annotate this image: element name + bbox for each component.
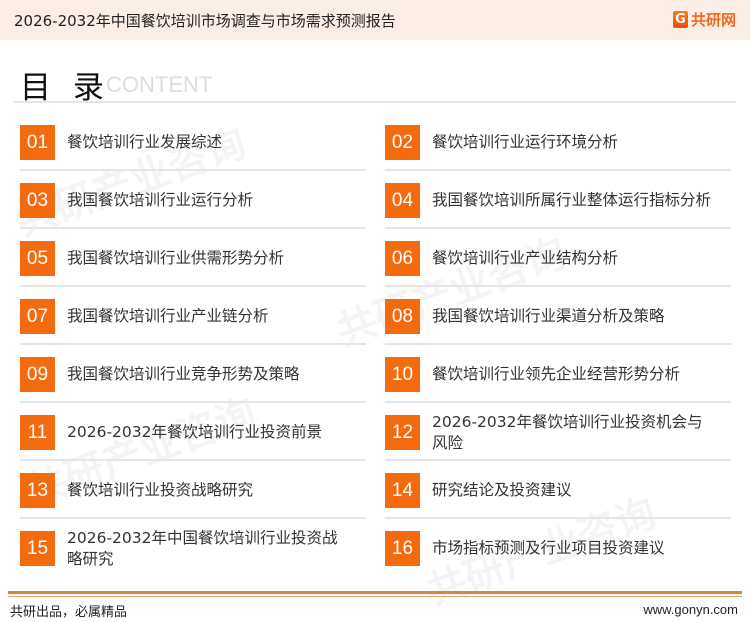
toc-number: 07 [20,299,55,334]
toc-item[interactable]: 08 我国餐饮培训行业渠道分析及策略 [385,293,735,351]
toc-number: 02 [385,125,420,160]
toc-label: 我国餐饮培训行业渠道分析及策略 [432,307,665,325]
toc-number: 11 [20,415,55,450]
toc-label: 2026-2032年中国餐饮培训行业投资战略研究 [67,528,338,568]
toc-item[interactable]: 09 我国餐饮培训行业竞争形势及策略 [20,351,370,409]
divider [20,285,366,287]
toc-item[interactable]: 06 餐饮培训行业产业结构分析 [385,235,735,293]
toc-number: 08 [385,299,420,334]
toc-item[interactable]: 10 餐饮培训行业领先企业经营形势分析 [385,351,735,409]
toc-item[interactable]: 16 市场指标预测及行业项目投资建议 [385,525,735,583]
toc-number: 12 [385,415,420,450]
toc-item[interactable]: 05 我国餐饮培训行业供需形势分析 [20,235,370,293]
toc-number: 09 [20,357,55,392]
divider [385,169,731,171]
toc-label: 2026-2032年餐饮培训行业投资前景 [67,423,322,441]
toc-item[interactable]: 14 研究结论及投资建议 [385,467,735,525]
toc-item[interactable]: 02 餐饮培训行业运行环境分析 [385,119,735,177]
divider [385,285,731,287]
divider [14,101,736,103]
toc-number: 16 [385,531,420,566]
divider [20,227,366,229]
toc-number: 05 [20,241,55,276]
toc-label: 餐饮培训行业产业结构分析 [432,249,619,267]
toc-label: 2026-2032年餐饮培训行业投资机会与风险 [432,412,703,452]
logo-icon: G [672,11,688,28]
toc-label: 我国餐饮培训行业供需形势分析 [67,249,285,267]
footer-divider [8,591,742,594]
divider [20,343,366,345]
toc-number: 03 [20,183,55,218]
toc-label: 市场指标预测及行业项目投资建议 [432,539,665,557]
logo-text: 共研网 [690,11,736,29]
toc-item[interactable]: 11 2026-2032年餐饮培训行业投资前景 [20,409,370,467]
toc-item[interactable]: 12 2026-2032年餐饮培训行业投资机会与风险 [385,409,735,467]
toc-label: 我国餐饮培训行业运行分析 [67,191,254,209]
toc-number: 04 [385,183,420,218]
toc-number: 10 [385,357,420,392]
toc-label: 餐饮培训行业投资战略研究 [67,481,254,499]
toc-number: 14 [385,473,420,508]
toc-label: 餐饮培训行业运行环境分析 [432,133,619,151]
toc-item[interactable]: 03 我国餐饮培训行业运行分析 [20,177,370,235]
toc-label: 餐饮培训行业领先企业经营形势分析 [432,365,681,383]
toc-label: 研究结论及投资建议 [432,481,572,499]
brand-logo: G 共研网 [672,9,736,30]
divider [20,459,366,461]
footer-url[interactable]: www.gonyn.com [643,602,738,617]
header-bar: 2026-2032年中国餐饮培训市场调查与市场需求预测报告 G 共研网 [0,0,750,40]
toc-item[interactable]: 15 2026-2032年中国餐饮培训行业投资战略研究 [20,525,370,583]
toc-item[interactable]: 01 餐饮培训行业发展综述 [20,119,370,177]
toc-item[interactable]: 04 我国餐饮培训所属行业整体运行指标分析 [385,177,735,235]
section-subtitle: CONTENT [106,72,213,97]
footer-divider-thin [8,596,742,597]
toc-number: 06 [385,241,420,276]
toc-label: 我国餐饮培训行业产业链分析 [67,307,269,325]
divider [385,401,731,403]
report-title: 2026-2032年中国餐饮培训市场调查与市场需求预测报告 [14,12,396,30]
toc-label: 我国餐饮培训所属行业整体运行指标分析 [432,191,712,209]
footer-slogan: 共研出品，必属精品 [10,605,128,620]
toc-item[interactable]: 13 餐饮培训行业投资战略研究 [20,467,370,525]
section-title: 目 录 [20,70,110,106]
divider [385,517,731,519]
divider [20,517,366,519]
divider [385,227,731,229]
toc-number: 01 [20,125,55,160]
divider [20,169,366,171]
toc-item[interactable]: 07 我国餐饮培训行业产业链分析 [20,293,370,351]
divider [20,401,366,403]
toc-label: 我国餐饮培训行业竞争形势及策略 [67,365,300,383]
toc-number: 13 [20,473,55,508]
toc-label: 餐饮培训行业发展综述 [67,133,223,151]
divider [385,459,731,461]
divider [385,343,731,345]
toc-number: 15 [20,531,55,566]
